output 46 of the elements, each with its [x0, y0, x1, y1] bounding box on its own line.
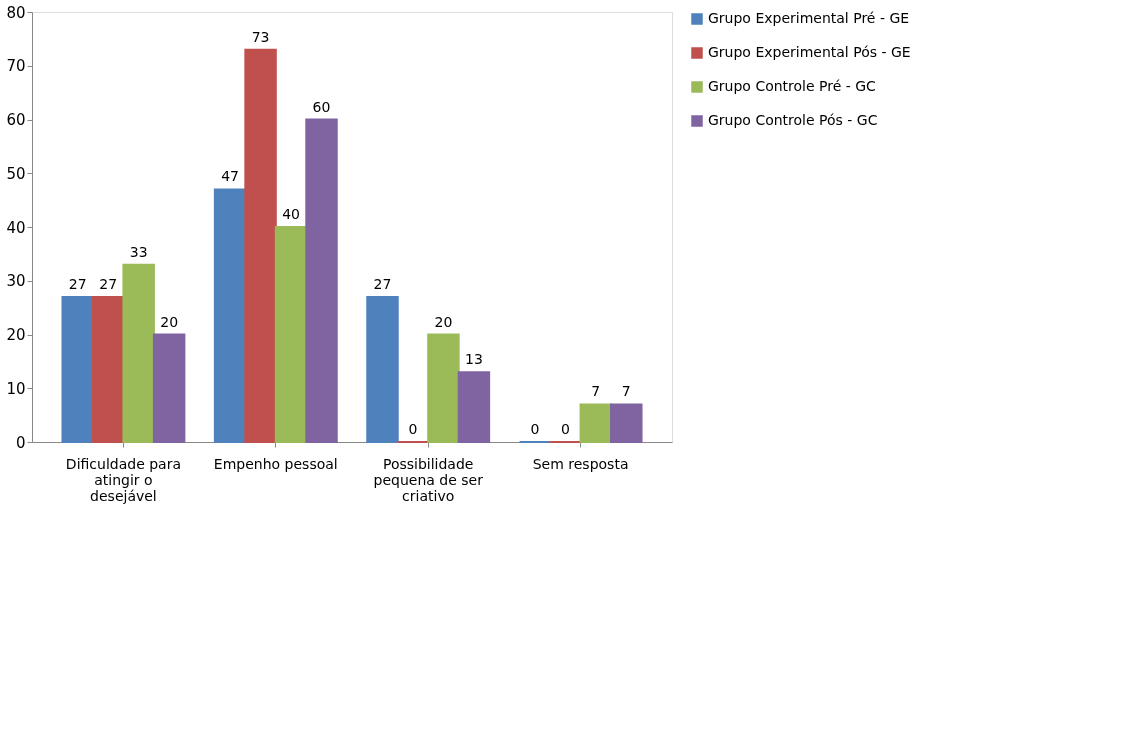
x-tick-label: Sem resposta [532, 455, 629, 472]
bar [122, 263, 155, 443]
data-label: 27 [68, 275, 87, 292]
bar [61, 295, 94, 443]
y-tick-label: 10 [6, 379, 26, 398]
bar [579, 403, 613, 443]
legend-label: Grupo Experimental Pós - GE [708, 44, 911, 60]
bar [213, 188, 247, 443]
data-label: 40 [282, 206, 300, 222]
bar [610, 403, 643, 443]
data-label: 7 [621, 383, 631, 400]
y-tick-label: 50 [6, 164, 26, 183]
bar [366, 295, 399, 443]
data-label: 27 [99, 275, 118, 292]
legend-label: Grupo Experimental Pré - GE [708, 10, 910, 26]
bar [274, 226, 308, 443]
bar [427, 333, 460, 443]
y-tick-label: 30 [6, 272, 26, 291]
x-tick-label: Dificuldade para atingir o desejável [65, 455, 182, 504]
bar [305, 118, 338, 443]
bar [152, 333, 186, 443]
data-label: 60 [312, 98, 331, 115]
x-tick-label: Empenho pessoal [213, 455, 338, 472]
y-tick-label: 80 [6, 3, 26, 22]
data-label: 0 [408, 421, 418, 437]
legend-label: Grupo Controle Pré - GC [708, 78, 877, 94]
data-label: 13 [464, 351, 483, 368]
bar [91, 295, 125, 443]
data-label: 73 [251, 28, 270, 45]
data-label: 20 [160, 313, 179, 330]
data-label: 27 [373, 275, 392, 292]
data-label: 20 [434, 313, 453, 330]
bar [457, 371, 491, 443]
legend-label: Grupo Controle Pós - GC [708, 112, 878, 128]
y-tick-label: 20 [6, 326, 26, 344]
y-tick-label: 0 [15, 433, 26, 452]
data-label: 0 [530, 421, 540, 437]
data-label: 7 [591, 383, 601, 400]
y-tick-label: 40 [6, 218, 26, 237]
x-tick-label: Possibilidade pequena de ser criativo [373, 455, 484, 504]
data-label: 33 [129, 243, 148, 260]
bar [244, 48, 277, 443]
y-tick-label: 60 [6, 111, 26, 129]
y-tick-label: 70 [6, 57, 26, 76]
data-label: 0 [560, 421, 570, 437]
data-label: 47 [221, 168, 240, 185]
